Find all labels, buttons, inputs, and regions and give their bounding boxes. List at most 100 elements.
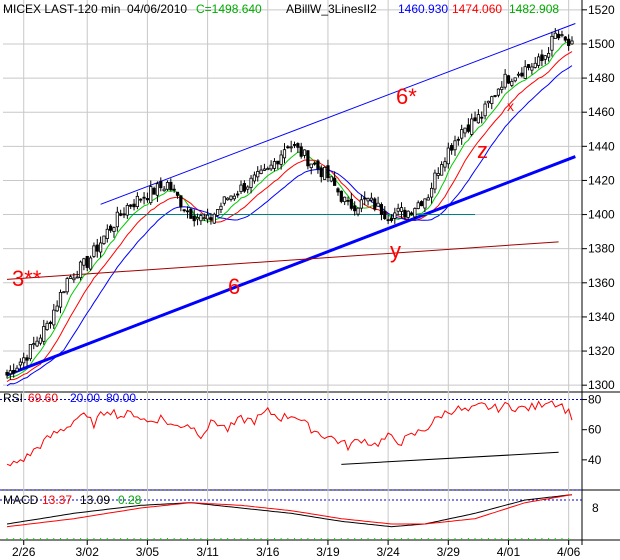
candle-body xyxy=(202,217,206,220)
x-tick-label: 3/02 xyxy=(76,545,100,559)
candle xyxy=(216,209,220,218)
candle-body xyxy=(242,183,246,192)
candle-body xyxy=(152,187,156,195)
candle xyxy=(490,95,494,110)
candle xyxy=(296,142,300,153)
candle-body xyxy=(429,187,434,198)
rsi-header: RSI 69.60 20.00 80.00 xyxy=(3,391,136,405)
candle-body xyxy=(209,217,213,221)
candle xyxy=(419,200,424,207)
candle-body xyxy=(296,143,300,148)
candle xyxy=(373,197,377,212)
candle xyxy=(272,158,277,172)
candle-body xyxy=(456,138,460,141)
candle-body xyxy=(460,129,464,139)
candle-body xyxy=(530,66,534,71)
macd-tick-label: 8 xyxy=(592,501,599,515)
candle-body xyxy=(262,168,267,171)
candle xyxy=(536,53,541,69)
candle-body xyxy=(92,245,96,257)
candle-body xyxy=(169,181,173,191)
rsi-high: 80.00 xyxy=(106,391,136,405)
candle-body xyxy=(236,193,240,196)
candle-body xyxy=(533,62,537,68)
x-tick-label: 2/26 xyxy=(12,545,36,559)
candle xyxy=(105,224,109,243)
y-tick-label: 1340 xyxy=(588,310,615,324)
candle-body xyxy=(28,344,33,360)
candle-body xyxy=(466,124,470,132)
candle-body xyxy=(35,340,39,347)
candle xyxy=(262,163,267,171)
candle-body xyxy=(393,212,397,219)
candle-body xyxy=(259,169,263,174)
candle xyxy=(423,198,427,213)
candle xyxy=(319,165,323,183)
candle xyxy=(496,88,501,98)
candle-body xyxy=(42,326,46,342)
candle-body xyxy=(226,197,230,201)
candle xyxy=(506,74,511,84)
candle-body xyxy=(413,208,417,218)
candle-body xyxy=(8,370,12,375)
candle-body xyxy=(546,52,551,58)
candle xyxy=(222,196,226,206)
y-tick-label: 1300 xyxy=(588,378,615,392)
candle-body xyxy=(289,146,293,149)
rsi-series xyxy=(6,400,573,467)
candle xyxy=(366,197,370,206)
candle-body xyxy=(162,188,166,192)
candle-body xyxy=(45,322,49,331)
candle-body xyxy=(450,145,454,151)
candle xyxy=(312,161,317,166)
candle-body xyxy=(145,198,150,201)
candle-body xyxy=(510,81,514,86)
candle xyxy=(229,195,233,202)
candle xyxy=(383,206,387,221)
candle xyxy=(346,196,350,206)
rsi-y-axis: 40 60 80 xyxy=(582,393,602,467)
candle xyxy=(299,142,303,159)
candle xyxy=(440,161,444,176)
candle-body xyxy=(55,305,59,312)
candle xyxy=(129,204,133,210)
candle xyxy=(563,36,567,43)
candle-body xyxy=(266,168,270,171)
mid-ma-line xyxy=(6,51,573,383)
candle-body xyxy=(433,172,437,190)
line3-value: 1482.908 xyxy=(509,2,559,16)
candle-body xyxy=(25,357,29,361)
x-tick-label: 3/29 xyxy=(437,545,461,559)
candle-body xyxy=(276,160,280,165)
candle xyxy=(152,186,156,195)
channel-lower-line xyxy=(6,155,576,377)
candle xyxy=(567,34,571,51)
candle-body xyxy=(195,217,200,220)
candle xyxy=(336,187,340,196)
candle-body xyxy=(219,205,223,210)
candle-body xyxy=(78,261,83,279)
candle-body xyxy=(292,144,297,146)
candle-body xyxy=(473,117,477,122)
candle-body xyxy=(239,184,243,193)
candle-body xyxy=(102,235,106,244)
candle xyxy=(389,214,394,223)
candle-body xyxy=(15,367,19,372)
candle-body xyxy=(115,211,119,228)
candle-body xyxy=(38,337,43,344)
candle-body xyxy=(72,277,76,281)
candle-body xyxy=(563,36,567,41)
candle xyxy=(503,69,507,90)
candle xyxy=(8,365,12,380)
candle xyxy=(45,320,49,331)
candle-body xyxy=(523,66,527,79)
candle xyxy=(266,166,270,171)
macd-v3: 0.28 xyxy=(118,493,142,507)
macd-header: MACD 13.37 13.09 0.28 xyxy=(3,493,142,507)
candle-body xyxy=(52,309,56,326)
y-tick-label: 1420 xyxy=(588,173,615,187)
candle xyxy=(18,358,22,370)
wave-line-line xyxy=(6,241,559,280)
